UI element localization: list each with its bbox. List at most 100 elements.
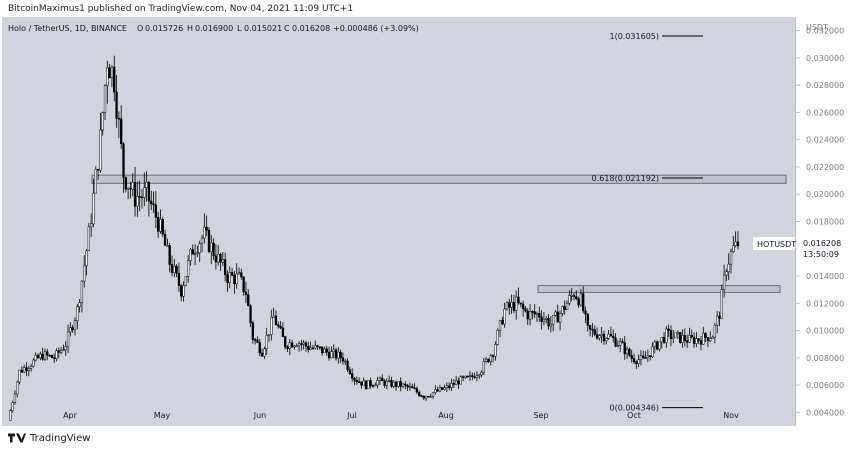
candle-down <box>290 342 294 348</box>
candle-down <box>415 388 419 393</box>
candle-down <box>311 347 315 350</box>
candle-up <box>314 345 317 349</box>
zone-resistance <box>91 174 787 184</box>
y-axis-tick-label: 0.008000 <box>806 354 844 363</box>
candle-up <box>498 320 502 331</box>
candle-down <box>212 242 215 257</box>
candle-up <box>528 311 532 320</box>
candle-up <box>434 389 437 393</box>
x-axis: Apr May Jun Jul Aug Sep Oct Nov <box>63 411 739 420</box>
candle-down <box>177 272 181 286</box>
candle-up <box>27 368 30 371</box>
candle-up <box>653 341 656 348</box>
candle-down <box>318 346 322 348</box>
candle-up <box>94 169 97 194</box>
candle-up <box>475 375 479 379</box>
y-axis: 0.004000 0.006000 0.008000 0.010000 0.012000… <box>796 27 844 417</box>
candle-down <box>205 226 208 231</box>
candle-down <box>233 274 236 285</box>
candle-up <box>565 302 569 310</box>
candle-down <box>57 350 60 353</box>
candle-up <box>87 226 90 251</box>
candle-up <box>558 313 562 323</box>
candle-up <box>16 381 19 395</box>
candle-down <box>531 311 534 313</box>
x-axis-tick-label: Sep <box>533 411 548 420</box>
candle-up <box>639 355 643 360</box>
chart-plot-area[interactable] <box>2 17 795 426</box>
candle-down <box>277 324 280 327</box>
price-axis-panel[interactable] <box>795 17 850 426</box>
candle-up <box>570 295 573 297</box>
candle-up <box>676 332 680 334</box>
candle-down <box>635 361 638 364</box>
candle-up <box>189 249 192 261</box>
candle-down <box>394 381 398 387</box>
candle-down <box>519 302 522 305</box>
candle-up <box>713 324 717 338</box>
candle-up <box>80 280 84 303</box>
fib-levels-layer[interactable]: 1(0.031605) 0.618(0.021192) 0(0.004346) <box>592 32 703 413</box>
candle-down <box>736 241 740 247</box>
candle-up <box>545 318 548 320</box>
candle-down <box>399 381 402 387</box>
candle-down <box>357 381 361 383</box>
candle-down <box>602 333 606 342</box>
candle-down <box>683 335 686 341</box>
candle-down <box>247 294 250 306</box>
candle-up <box>401 383 405 387</box>
candle-down <box>223 259 227 276</box>
candle-up <box>29 365 33 369</box>
candle-down <box>351 373 354 379</box>
candle-up <box>337 351 340 359</box>
candle-down <box>133 182 137 207</box>
candle-down <box>307 345 310 350</box>
candle-up <box>485 358 488 362</box>
candle-down <box>591 328 594 331</box>
candle-up <box>309 347 312 350</box>
candle-up <box>734 241 737 246</box>
candle-up <box>263 348 266 357</box>
candle-down <box>420 395 423 397</box>
candle-down <box>244 291 248 296</box>
candle-down <box>157 217 160 232</box>
candle-down <box>540 316 543 322</box>
candle-up <box>69 327 72 333</box>
candle-down <box>383 380 386 386</box>
ohlc-high-label: H <box>187 24 193 33</box>
candle-down <box>353 378 356 381</box>
candle-down <box>452 382 455 385</box>
y-axis-tick-label: 0.010000 <box>806 327 844 336</box>
candle-down <box>260 352 264 357</box>
candle-up <box>454 380 458 385</box>
candle-down <box>327 351 331 359</box>
horizontal-zones[interactable] <box>91 174 787 293</box>
candle-up <box>173 265 176 273</box>
candle-up <box>295 345 298 348</box>
candle-down <box>316 345 319 347</box>
candle-down <box>274 315 278 326</box>
candle-down <box>644 357 647 359</box>
y-axis-tick-label: 0.004000 <box>806 408 844 417</box>
candle-down <box>533 311 536 315</box>
candle-up <box>66 331 70 347</box>
candle-up <box>367 380 370 389</box>
candle-down <box>120 118 123 144</box>
candle-up <box>607 333 610 339</box>
candle-down <box>46 351 49 356</box>
candle-up <box>510 301 513 308</box>
candle-up <box>23 367 26 373</box>
candle-down <box>457 380 460 385</box>
candle-down <box>170 264 174 273</box>
candle-up <box>288 342 291 349</box>
candle-down <box>163 233 167 246</box>
candle-down <box>138 196 141 198</box>
candle-down <box>473 376 476 379</box>
y-axis-tick-label: 0.028000 <box>806 81 844 90</box>
candle-up <box>709 338 712 342</box>
candle-down <box>371 385 375 387</box>
candle-up <box>665 328 668 343</box>
candle-down <box>381 377 384 382</box>
candle-down <box>679 332 682 343</box>
